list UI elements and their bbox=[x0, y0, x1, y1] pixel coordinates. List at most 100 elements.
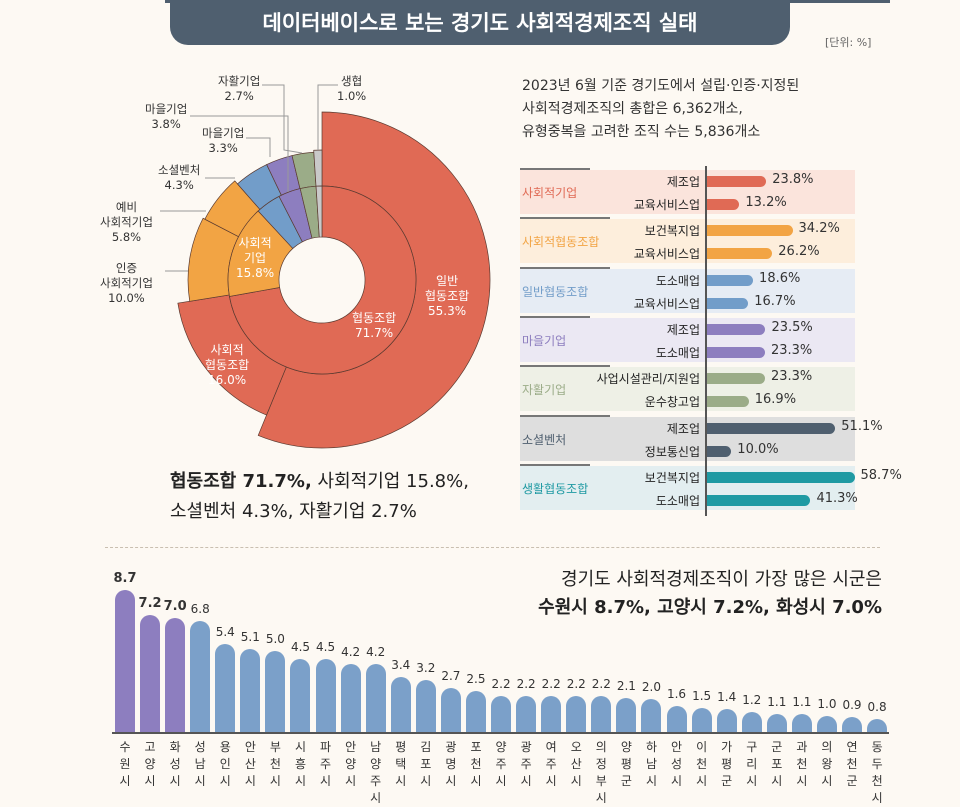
label-vil-b: 마을기업 3.8% bbox=[145, 102, 188, 131]
industry-value: 10.0% bbox=[737, 441, 779, 457]
industry-bar bbox=[706, 274, 754, 286]
city-value: 2.2 bbox=[566, 677, 586, 692]
city-bar bbox=[741, 712, 762, 732]
header-rule bbox=[165, 0, 890, 3]
industry-value: 23.8% bbox=[772, 172, 814, 187]
city-value: 2.2 bbox=[516, 677, 536, 692]
leader-vil-a bbox=[246, 137, 271, 157]
group-rule bbox=[520, 414, 610, 417]
city-value: 4.5 bbox=[290, 639, 311, 654]
group-band bbox=[520, 170, 855, 214]
city-bar bbox=[641, 699, 662, 732]
city-bar bbox=[465, 691, 486, 732]
group-rule bbox=[520, 266, 610, 269]
industry-label: 교육서비스업 bbox=[633, 198, 700, 212]
group-band bbox=[520, 268, 855, 313]
industry-label: 제조업 bbox=[666, 421, 700, 436]
city-value: 4.2 bbox=[366, 644, 386, 659]
label-cert: 인증 사회적기업 10.0% bbox=[100, 261, 153, 305]
industry-label: 제조업 bbox=[666, 175, 700, 189]
city-bar bbox=[566, 696, 587, 732]
group-band bbox=[520, 219, 855, 264]
city-value: 7.2 bbox=[138, 595, 162, 611]
city-bar bbox=[867, 718, 888, 732]
industry-value: 41.3% bbox=[816, 490, 858, 506]
city-value: 1.5 bbox=[692, 688, 712, 703]
city-value: 6.8 bbox=[190, 602, 210, 617]
label-sv: 소셜벤처 4.3% bbox=[158, 163, 201, 192]
group-name: 사회적기업 bbox=[522, 186, 578, 200]
city-value: 0.9 bbox=[842, 698, 862, 713]
city-bar bbox=[666, 705, 687, 732]
industry-label: 교육서비스업 bbox=[633, 247, 700, 262]
group-name: 생활협동조합 bbox=[522, 481, 589, 496]
group-rule bbox=[520, 315, 590, 318]
industry-label: 운수창고업 bbox=[644, 395, 700, 410]
industry-label: 도소매업 bbox=[655, 493, 700, 508]
city-bar bbox=[365, 663, 386, 732]
city-bar bbox=[491, 696, 512, 732]
industry-value: 23.3% bbox=[770, 369, 813, 385]
city-value: 3.4 bbox=[391, 657, 411, 672]
intro-line: 사회적경제조직의 총합은 6,362개소, bbox=[522, 101, 743, 117]
industry-bar bbox=[706, 248, 773, 260]
leader-co bbox=[317, 84, 338, 150]
group-name: 자활기업 bbox=[522, 383, 567, 398]
city-bar bbox=[340, 663, 361, 732]
intro-line: 유형중복을 고려한 조직 수는 5,836개소 bbox=[522, 124, 761, 140]
city-value: 2.1 bbox=[616, 678, 636, 693]
donut-chart bbox=[177, 111, 491, 449]
group-name: 사회적협동조합 bbox=[522, 235, 600, 250]
group-name: 마을기업 bbox=[522, 333, 567, 348]
city-bar bbox=[140, 614, 161, 732]
city-bar bbox=[616, 697, 637, 732]
industry-value: 26.2% bbox=[778, 244, 820, 260]
city-value: 1.1 bbox=[792, 695, 812, 710]
city-bar bbox=[315, 658, 336, 732]
industry-bar bbox=[706, 225, 793, 237]
page-title: 데이터베이스로 보는 경기도 사회적경제조직 실태 bbox=[170, 3, 790, 45]
label-self: 자활기업 2.7% bbox=[218, 74, 261, 103]
industry-bar bbox=[706, 422, 836, 434]
city-value: 0.8 bbox=[867, 699, 887, 714]
label-co: 생협 1.0% bbox=[337, 74, 367, 103]
summary-bold: 협동조합 71.7%, bbox=[170, 471, 312, 492]
city-baseline bbox=[112, 732, 889, 734]
city-bar bbox=[766, 714, 787, 732]
group-name: 일반협동조합 bbox=[522, 284, 589, 299]
group-rule bbox=[520, 168, 590, 170]
city-value: 5.4 bbox=[215, 624, 235, 639]
city-value: 4.2 bbox=[341, 644, 361, 659]
group-rule bbox=[520, 217, 610, 220]
city-value: 8.7 bbox=[113, 571, 137, 587]
label-soc: 사회적 협동조합 16.0% bbox=[205, 343, 250, 387]
industry-label: 교육서비스업 bbox=[633, 296, 700, 311]
summary-line2: 소셜벤처 4.3%, 자활기업 2.7% bbox=[170, 501, 417, 522]
city-value: 2.2 bbox=[591, 677, 611, 692]
city-value: 1.2 bbox=[742, 693, 762, 708]
city-bar bbox=[591, 696, 612, 732]
group-name: 소셜벤처 bbox=[522, 432, 567, 447]
city-bar bbox=[816, 715, 837, 732]
city-value: 3.2 bbox=[416, 660, 436, 675]
group-band bbox=[520, 367, 855, 412]
city-bar bbox=[440, 687, 461, 732]
bar-axis bbox=[705, 166, 707, 516]
city-value: 2.2 bbox=[541, 677, 561, 692]
city-bar bbox=[190, 621, 211, 732]
industry-label: 제조업 bbox=[666, 322, 700, 337]
city-title-line1: 경기도 사회적경제조직이 가장 많은 시군은 bbox=[561, 569, 882, 590]
